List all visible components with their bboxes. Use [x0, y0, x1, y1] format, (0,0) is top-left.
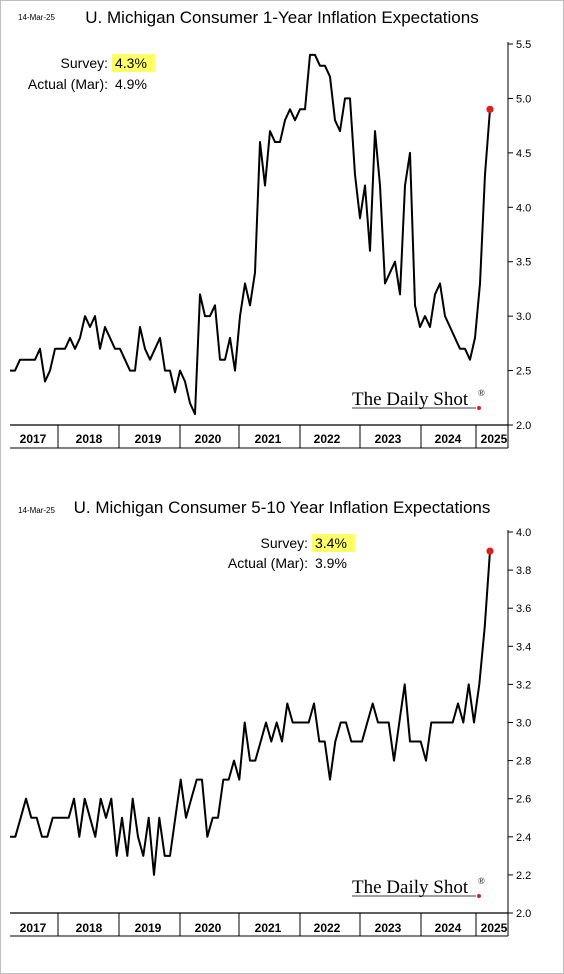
- x-tick-label: 2021: [255, 921, 282, 935]
- y-tick-label: 2.6: [516, 794, 531, 806]
- x-tick-label: 2020: [195, 432, 222, 446]
- y-tick-label: 3.8: [516, 565, 531, 577]
- brand-logo: The Daily Shot: [352, 389, 469, 410]
- y-tick-label: 3.0: [516, 311, 531, 323]
- actual-label: Actual (Mar):: [28, 76, 108, 92]
- x-tick-label: 2018: [76, 432, 103, 446]
- y-tick-label: 5.5: [516, 39, 531, 51]
- series-line: [10, 53, 491, 416]
- y-tick-label: 3.5: [516, 257, 531, 269]
- y-tick-label: 2.2: [516, 870, 531, 882]
- survey-highlight: [312, 534, 355, 552]
- x-tick-label: 2023: [375, 432, 402, 446]
- y-tick-label: 5.0: [516, 93, 531, 105]
- date-label: 14-Mar-25: [18, 506, 55, 515]
- brand-dot: [477, 406, 481, 410]
- x-tick-label: 2022: [314, 432, 341, 446]
- x-tick-label: 2023: [375, 921, 402, 935]
- date-label: 14-Mar-25: [18, 13, 55, 22]
- brand-dot: [477, 894, 481, 898]
- y-tick-label: 4.0: [516, 527, 531, 539]
- survey-value: 3.4%: [315, 535, 347, 551]
- y-tick-label: 2.0: [516, 420, 531, 432]
- chart-title: U. Michigan Consumer 5-10 Year Inflation…: [74, 498, 491, 517]
- brand-registered-mark: ®: [478, 876, 485, 886]
- y-tick-label: 3.6: [516, 603, 531, 615]
- chart-title: U. Michigan Consumer 1-Year Inflation Ex…: [85, 8, 478, 27]
- y-tick-label: 2.8: [516, 756, 531, 768]
- survey-highlight: [112, 54, 155, 72]
- x-tick-label: 2017: [20, 432, 47, 446]
- y-tick-label: 2.5: [516, 366, 531, 378]
- x-tick-label: 2025: [481, 921, 508, 935]
- y-tick-label: 2.0: [516, 908, 531, 920]
- x-tick-label: 2020: [195, 921, 222, 935]
- survey-label: Survey:: [61, 55, 108, 71]
- chart-2: 14-Mar-25 U. Michigan Consumer 5-10 Year …: [10, 498, 531, 937]
- x-tick-label: 2018: [76, 921, 103, 935]
- x-tick-label: 2024: [435, 432, 462, 446]
- x-tick-label: 2025: [481, 432, 508, 446]
- y-tick-label: 3.2: [516, 679, 531, 691]
- survey-label: Survey:: [261, 535, 308, 551]
- actual-value: 4.9%: [115, 76, 147, 92]
- actual-label: Actual (Mar):: [228, 555, 308, 571]
- x-tick-label: 2022: [314, 921, 341, 935]
- chart-1: 14-Mar-25 U. Michigan Consumer 1-Year Inf…: [10, 8, 531, 449]
- brand-logo: The Daily Shot: [352, 877, 469, 898]
- x-tick-label: 2024: [435, 921, 462, 935]
- brand-registered-mark: ®: [478, 388, 485, 398]
- actual-value: 3.9%: [315, 555, 347, 571]
- y-tick-label: 4.5: [516, 148, 531, 160]
- latest-point: [486, 547, 494, 555]
- y-tick-label: 4.0: [516, 202, 531, 214]
- series-line: [10, 550, 491, 876]
- x-tick-label: 2019: [135, 432, 162, 446]
- y-tick-label: 3.0: [516, 718, 531, 730]
- y-tick-label: 3.4: [516, 641, 531, 653]
- x-tick-label: 2019: [135, 921, 162, 935]
- x-tick-label: 2021: [255, 432, 282, 446]
- y-tick-label: 2.4: [516, 832, 531, 844]
- x-tick-label: 2017: [20, 921, 47, 935]
- survey-value: 4.3%: [115, 55, 147, 71]
- latest-point: [486, 105, 494, 113]
